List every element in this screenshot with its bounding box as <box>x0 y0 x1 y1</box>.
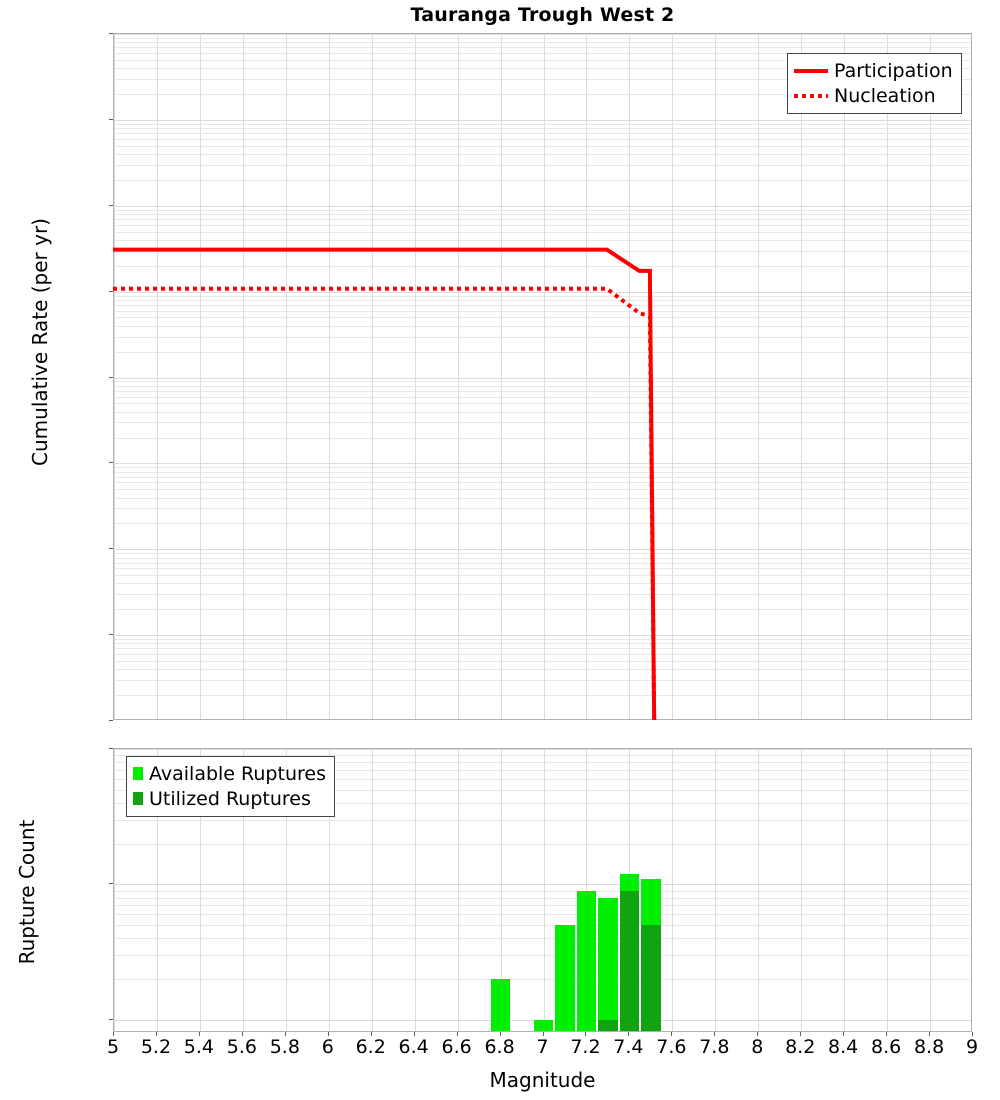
legend-item-available: Available Ruptures <box>133 761 326 786</box>
x-tick-label: 8.6 <box>870 1036 902 1058</box>
legend-item-utilized: Utilized Ruptures <box>133 786 326 811</box>
bar-available <box>598 897 618 1031</box>
x-tick-label: 8.4 <box>828 1036 859 1058</box>
legend-label-utilized: Utilized Ruptures <box>149 787 311 810</box>
bar-available <box>619 873 640 1031</box>
y-tick-mark <box>109 634 113 636</box>
x-tick-label: 6.6 <box>441 1036 472 1058</box>
x-tick-mark <box>843 1032 845 1036</box>
x-tick-mark <box>284 1032 286 1036</box>
x-tick-label: 7.2 <box>570 1036 601 1058</box>
x-tick-label: 8.2 <box>785 1036 816 1058</box>
top-panel-ylabel: Cumulative Rate (per yr) <box>28 218 52 466</box>
x-tick-label: 9 <box>965 1036 979 1058</box>
bar-available <box>641 878 661 1031</box>
curve-participation <box>113 247 657 721</box>
x-tick-mark <box>714 1032 716 1036</box>
available-swatch-icon <box>133 767 143 780</box>
y-tick-mark <box>109 204 113 206</box>
rupture-count-plot: Available Ruptures Utilized Ruptures <box>113 748 972 1032</box>
bottom-panel-ylabel: Rupture Count <box>15 819 39 965</box>
x-tick-label: 5.6 <box>226 1036 257 1058</box>
utilized-swatch-icon <box>133 792 143 805</box>
x-tick-label: 7 <box>536 1036 549 1058</box>
x-tick-mark <box>757 1032 759 1036</box>
participation-line-icon <box>794 68 828 73</box>
y-tick-mark <box>109 290 113 292</box>
y-tick-mark <box>109 748 113 749</box>
legend-label-nucleation: Nucleation <box>834 84 936 107</box>
bar-available <box>533 1019 554 1031</box>
x-tick-mark <box>929 1032 931 1036</box>
y-tick-mark <box>109 720 113 721</box>
x-tick-label: 6 <box>321 1036 334 1058</box>
top-plot-area <box>114 34 971 719</box>
bar-utilized <box>619 890 640 1031</box>
x-tick-mark <box>456 1032 458 1036</box>
y-tick-mark <box>109 118 113 120</box>
legend-item-nucleation: Nucleation <box>794 83 953 108</box>
x-tick-label: 6.4 <box>398 1036 429 1058</box>
y-tick-mark <box>109 462 113 464</box>
x-tick-mark <box>155 1032 157 1036</box>
x-tick-mark <box>241 1032 243 1036</box>
page-title: Tauranga Trough West 2 <box>410 4 675 26</box>
rate-curves <box>113 247 657 721</box>
legend-label-participation: Participation <box>834 59 953 82</box>
x-tick-label: 5 <box>106 1036 120 1058</box>
y-tick-mark <box>109 1018 113 1020</box>
x-tick-mark <box>585 1032 587 1036</box>
bar-utilized <box>641 925 661 1031</box>
x-tick-mark <box>542 1032 544 1036</box>
bar-available <box>576 890 597 1031</box>
x-tick-label: 6.8 <box>484 1036 515 1058</box>
x-tick-label: 5.8 <box>269 1036 300 1058</box>
x-tick-mark <box>198 1032 200 1036</box>
x-tick-mark <box>671 1032 673 1036</box>
x-tick-label: 8 <box>751 1036 764 1058</box>
x-tick-label: 7.4 <box>613 1036 644 1058</box>
x-tick-mark <box>628 1032 630 1036</box>
x-tick-label: 7.8 <box>699 1036 730 1058</box>
bar-available <box>490 979 511 1031</box>
bar-available <box>555 925 575 1031</box>
x-axis-label: Magnitude <box>489 1068 596 1092</box>
legend-label-available: Available Ruptures <box>149 762 326 785</box>
x-tick-label: 6.2 <box>355 1036 386 1058</box>
x-tick-mark <box>499 1032 501 1036</box>
x-tick-mark <box>327 1032 329 1036</box>
x-tick-mark <box>972 1032 973 1036</box>
x-tick-mark <box>113 1032 114 1036</box>
y-tick-mark <box>109 883 113 885</box>
y-tick-mark <box>109 376 113 378</box>
x-tick-label: 5.2 <box>140 1036 172 1058</box>
x-tick-mark <box>413 1032 415 1036</box>
bar-utilized <box>598 1019 618 1031</box>
bottom-legend: Available Ruptures Utilized Ruptures <box>126 756 335 817</box>
top-legend: Participation Nucleation <box>787 53 962 114</box>
y-tick-mark <box>109 548 113 550</box>
rupture-bars <box>114 749 971 1031</box>
nucleation-line-icon <box>794 93 828 98</box>
x-tick-label: 8.8 <box>913 1036 945 1058</box>
y-tick-mark <box>109 33 113 34</box>
x-tick-mark <box>800 1032 802 1036</box>
legend-item-participation: Participation <box>794 58 953 83</box>
x-tick-mark <box>886 1032 888 1036</box>
x-tick-mark <box>370 1032 372 1036</box>
cumulative-rate-plot: Participation Nucleation <box>113 33 972 721</box>
x-tick-label: 5.4 <box>183 1036 214 1058</box>
x-tick-label: 7.6 <box>656 1036 687 1058</box>
curve-nucleation <box>113 286 657 721</box>
